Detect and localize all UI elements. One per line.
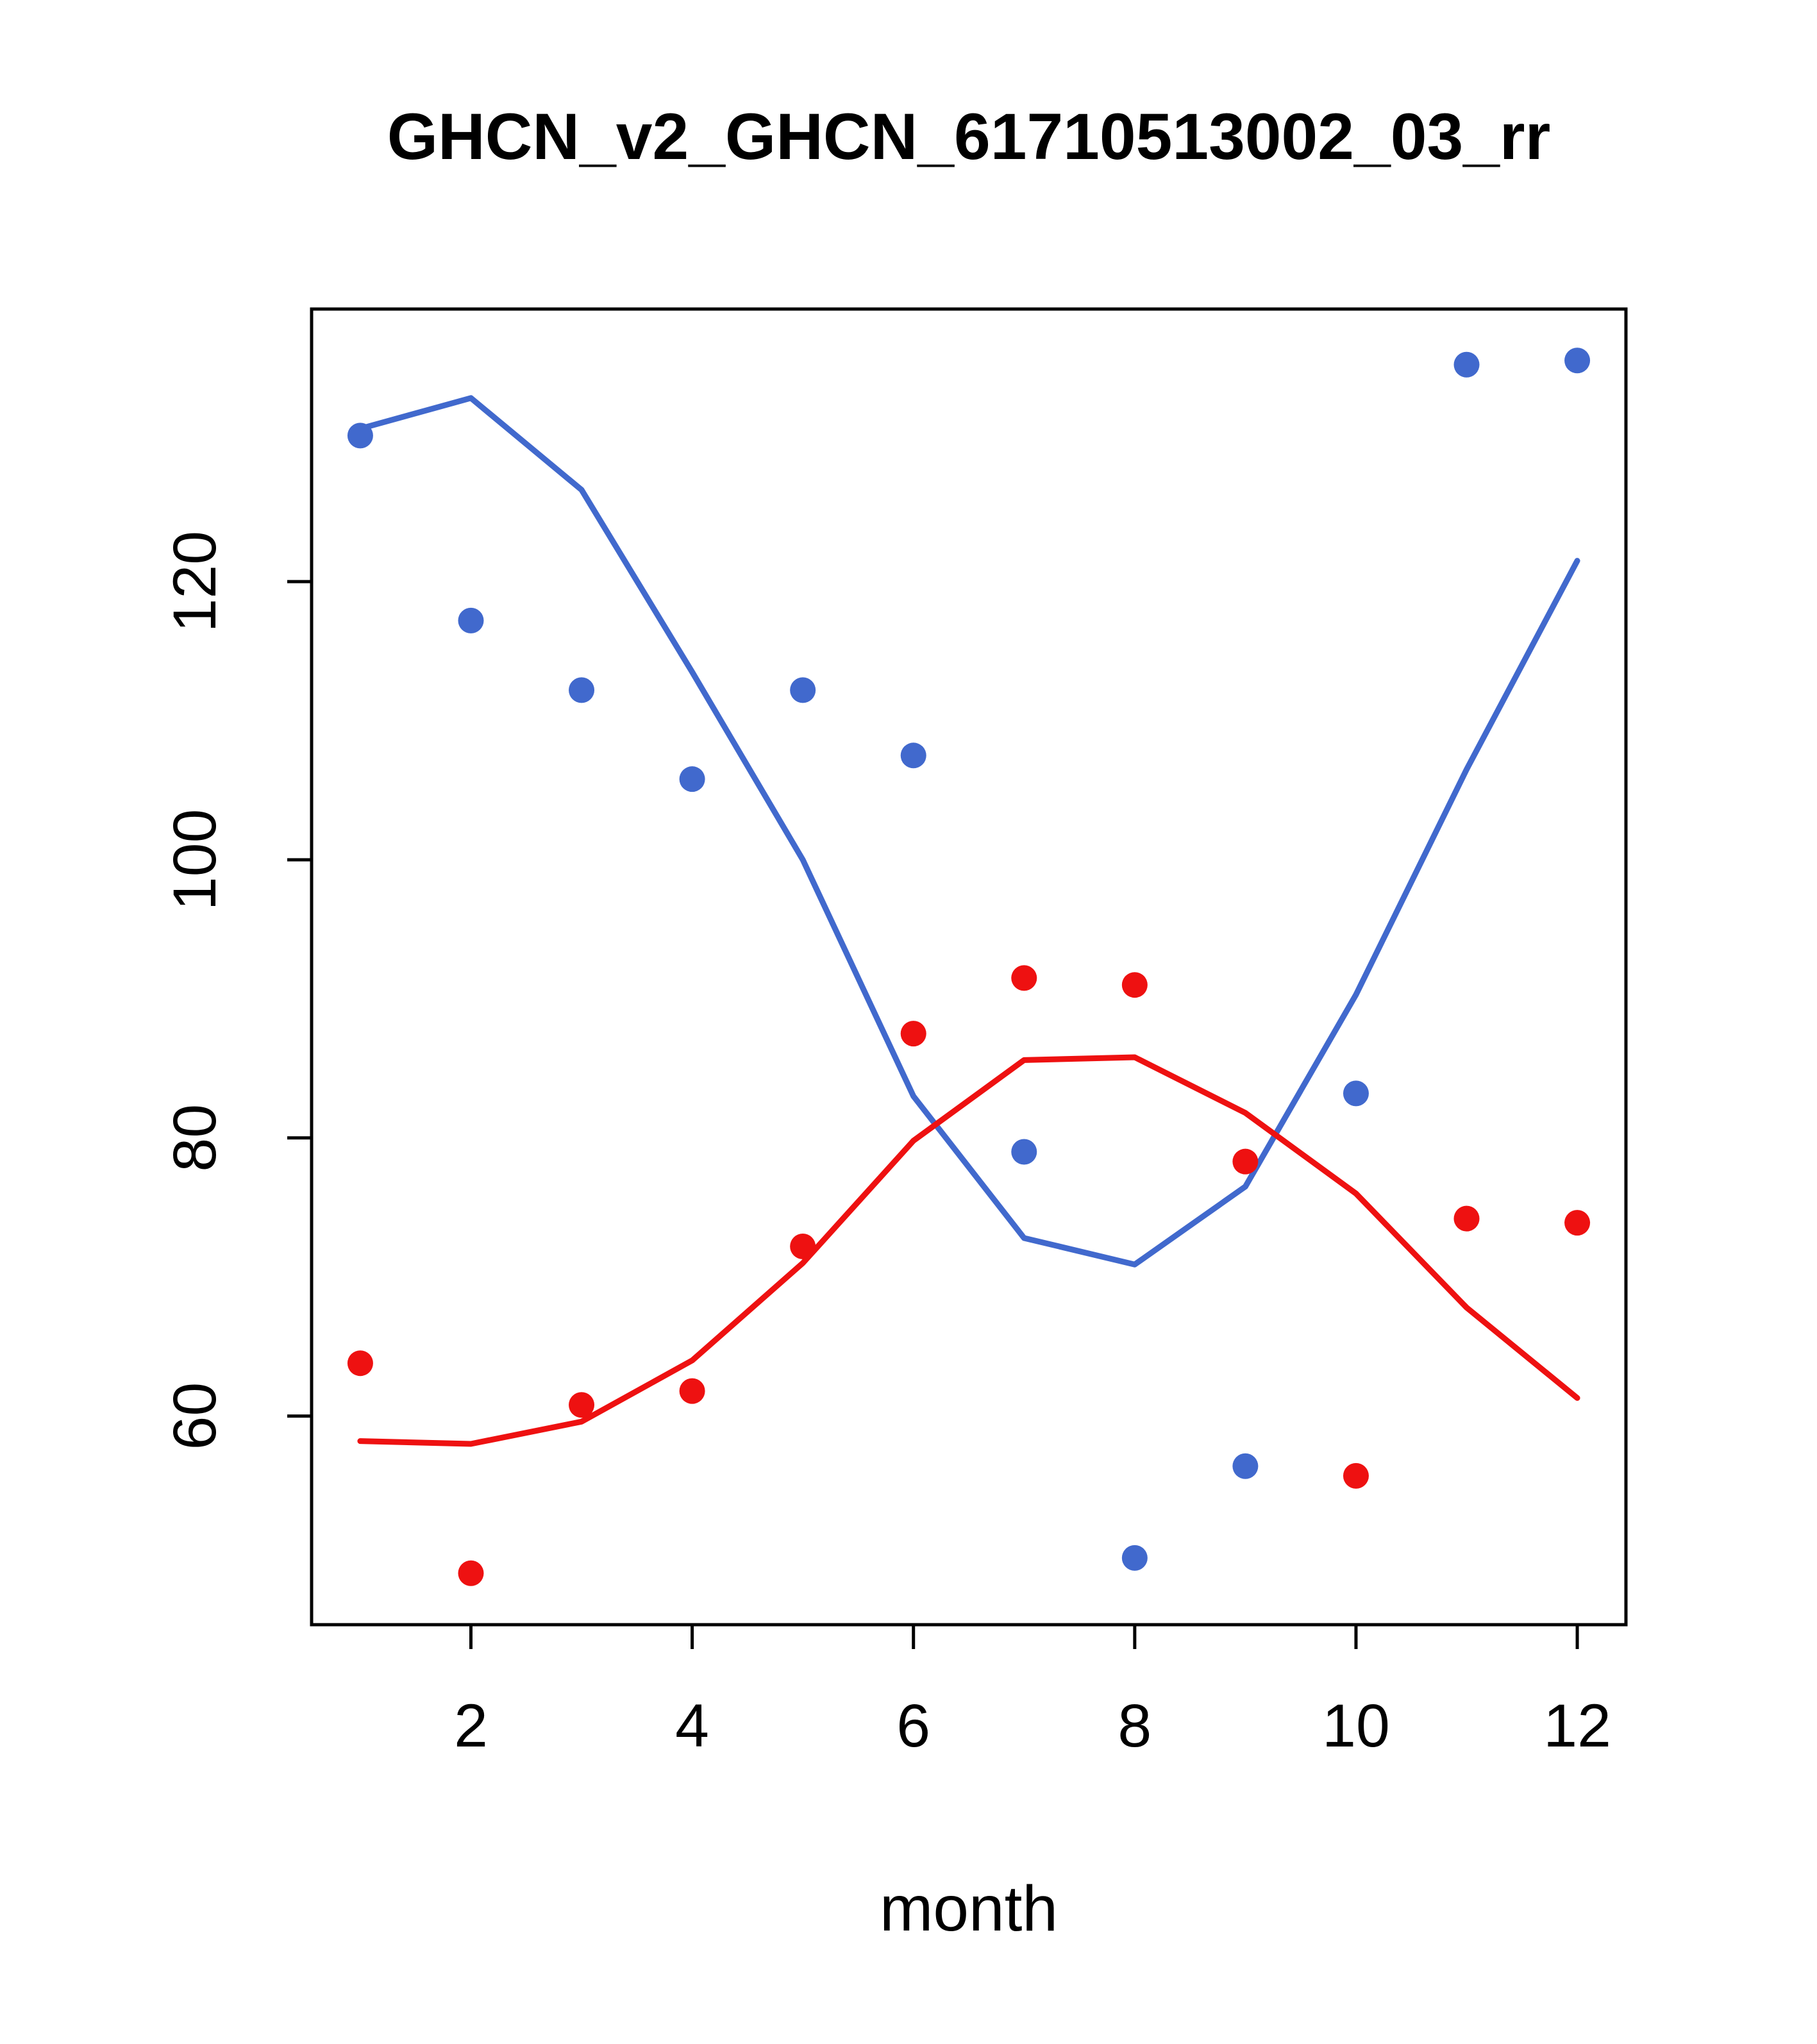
x-tick-label: 2: [454, 1692, 488, 1760]
blue-observed-point: [1343, 1080, 1369, 1107]
blue-observed-point: [347, 423, 373, 449]
red-smoothed-line: [357, 1054, 1580, 1447]
x-axis-title: month: [880, 1873, 1058, 1945]
blue-observed-point: [1232, 1453, 1259, 1479]
blue-smoothed-line: [357, 395, 1580, 1268]
blue-observed-point: [1453, 351, 1480, 378]
red-observed-point: [1121, 972, 1148, 998]
red-observed-point: [458, 1560, 484, 1586]
blue-observed-point: [458, 607, 484, 633]
red-observed-point: [679, 1378, 705, 1404]
y-tick-label: 80: [161, 1104, 229, 1172]
plot-box: [310, 307, 1628, 1627]
x-tick-label: 12: [1543, 1692, 1611, 1760]
chart-title: GHCN_v2_GHCN_61710513002_03_rr: [387, 100, 1551, 173]
red-observed-point: [347, 1350, 373, 1377]
red-observed-point: [1343, 1462, 1369, 1489]
red-observed-point: [1232, 1148, 1259, 1175]
y-tick-label: 60: [161, 1382, 229, 1450]
x-tick-label: 8: [1118, 1692, 1151, 1760]
red-observed-point: [1564, 1210, 1591, 1236]
x-tick-label: 4: [675, 1692, 709, 1760]
red-observed-point: [569, 1392, 595, 1418]
blue-observed-point: [1564, 348, 1591, 374]
blue-observed-point: [790, 677, 816, 703]
blue-observed-point: [1121, 1545, 1148, 1571]
red-observed-point: [790, 1233, 816, 1259]
red-observed-point: [1453, 1205, 1480, 1232]
y-tick-label: 120: [161, 531, 229, 633]
x-tick-label: 6: [896, 1692, 930, 1760]
blue-observed-point: [900, 742, 926, 769]
red-observed-point: [900, 1021, 926, 1047]
blue-observed-point: [679, 766, 705, 792]
blue-observed-point: [569, 677, 595, 703]
x-tick-label: 10: [1322, 1692, 1390, 1760]
y-tick-label: 100: [161, 809, 229, 911]
blue-observed-point: [1011, 1139, 1037, 1165]
red-observed-point: [1011, 965, 1037, 991]
